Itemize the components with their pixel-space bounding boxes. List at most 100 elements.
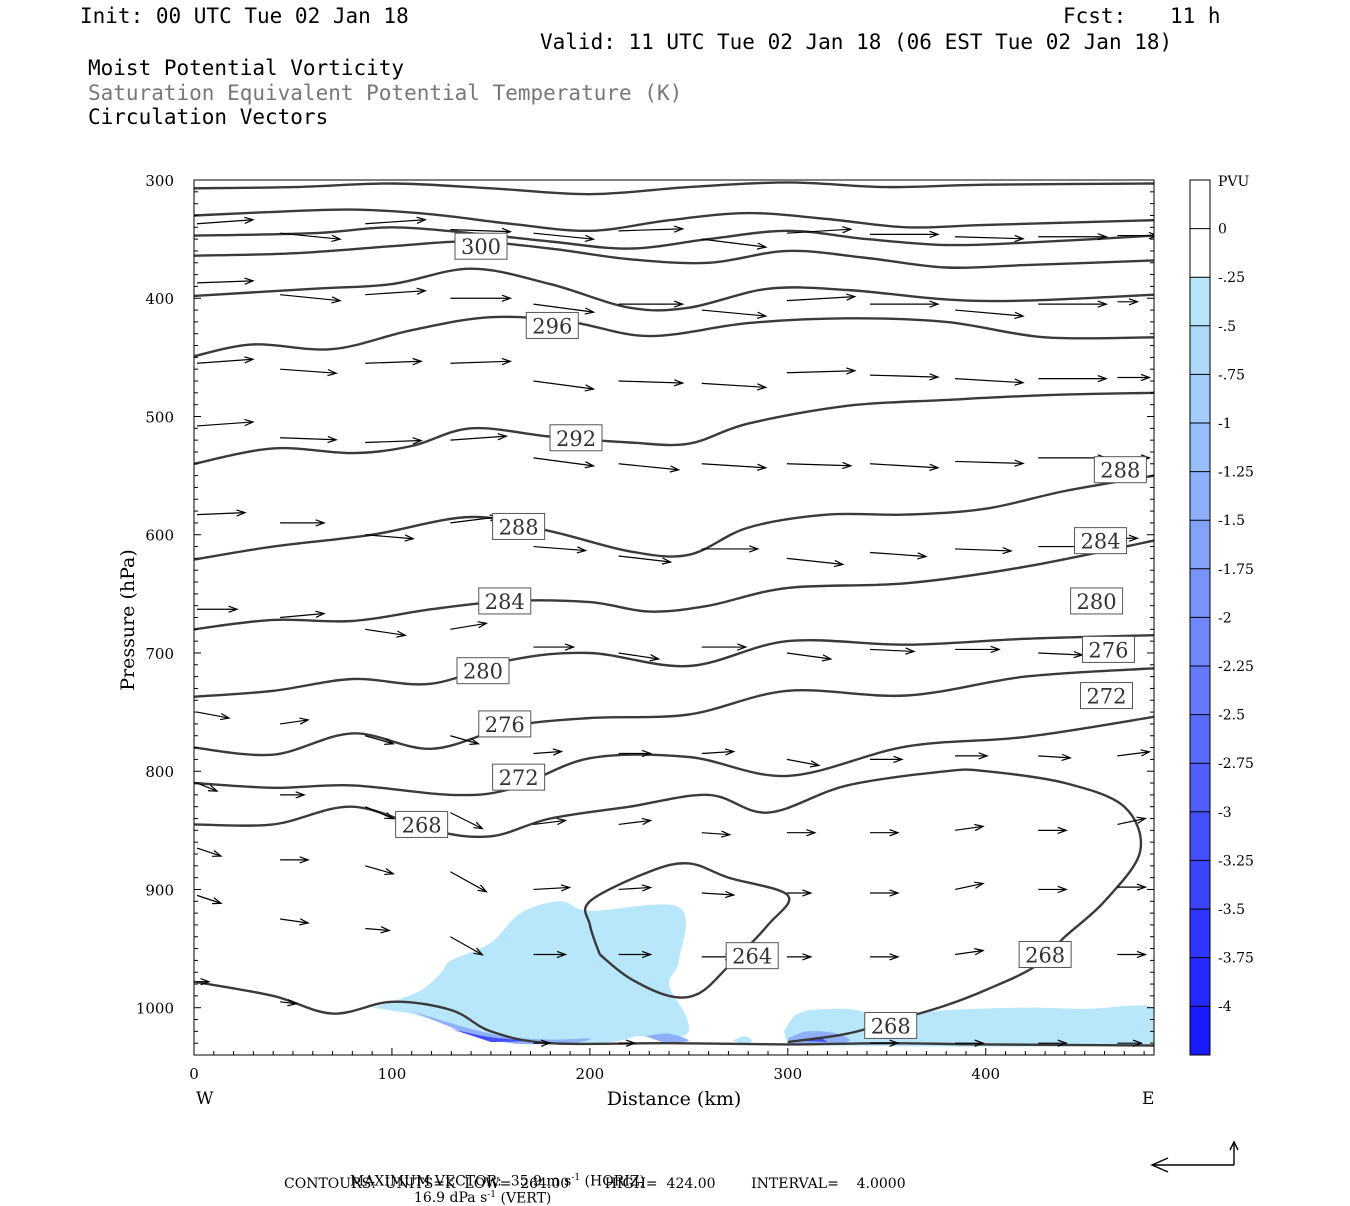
theta-contour-296 [194,315,1154,358]
x-tick-label: 400 [971,1065,1000,1083]
circulation-vector [1038,826,1068,834]
circulation-vector [869,300,940,308]
circulation-vector [365,735,395,745]
circulation-vector [533,380,596,392]
contour-label-box [478,710,532,738]
theta-contour-300 [194,240,1154,270]
valid-time: Valid: 11 UTC Tue 02 Jan 18 (06 EST Tue … [540,30,1173,54]
pv-colorbar: 0 -.25 -.5 -.75 -1 -1.25 -1.5 -1.75 -2 -2.25 -2.5 -… [1189,179,1254,1056]
circulation-vector [955,378,1025,386]
circulation-vector [196,894,223,905]
circulation-vector [450,735,481,745]
circulation-vector [196,782,219,792]
circulation-vector [955,459,1025,467]
circulation-vector [533,232,596,243]
colorbar-segment [1190,763,1210,812]
colorbar-label: -.75 [1218,367,1245,383]
colorbar-label: -1.75 [1218,562,1254,578]
circulation-vector [1117,749,1152,757]
circulation-vector [618,817,653,826]
circulation-vector [701,830,732,838]
colorbar-label: -2.5 [1218,708,1245,724]
contour-label-text: 288 [1100,459,1140,483]
colorbar-segment [1190,568,1210,618]
y-axis-title: Pressure (hPa) [117,549,139,691]
circulation-vector [701,382,768,391]
theta-contour-268 [194,768,1143,1044]
colorbar-label: -.25 [1218,270,1245,286]
circulation-vector [450,433,509,441]
circulation-vector [786,293,857,302]
colorbar-label: -3 [1218,805,1232,821]
theta-contour-296 [194,267,1154,312]
max-vector-horiz-unit: (HORIZ) [580,1173,645,1190]
circulation-vector [280,368,338,377]
circulation-vector [786,829,817,837]
contour-label-box [864,1011,918,1039]
x-axis-title: Distance (km) [607,1088,742,1110]
contour-label-box [454,232,508,260]
circulation-vector [280,856,310,864]
circulation-vector [1038,650,1084,659]
circulation-vector [533,950,568,959]
colorbar-label: 0 [1218,222,1227,238]
circulation-vector [365,534,415,542]
circulation-vector [869,373,940,381]
circulation-vector [618,463,681,473]
max-vector-horiz: MAXIMUM VECTOR: 35.9 m s [349,1173,572,1190]
forecast-hours: 11 h [1170,4,1221,28]
circulation-vector [955,645,1001,654]
theta-contour-264 [583,862,791,999]
theta-contour-292 [194,391,1154,465]
circulation-vector [280,717,310,725]
circulation-vector [618,555,673,565]
circulation-vector [1038,300,1108,308]
colorbar-label: -2.75 [1218,756,1254,772]
theta-contour-300 [194,226,1154,250]
contour-label-box [725,942,779,970]
circulation-vector [196,847,223,857]
max-vector-vert-exp: -1 [487,1189,497,1200]
circulation-vector [533,884,572,892]
circulation-vector [786,461,853,470]
contour-label-box [1093,456,1147,484]
circulation-vector [869,1039,900,1047]
y-tick-label: 500 [145,408,174,426]
colorbar-label: -2.25 [1218,659,1254,675]
circulation-vector [533,1039,552,1047]
circulation-vector [786,557,845,568]
maximum-vector-line: MAXIMUM VECTOR: 35.9 m s-1 (HORIZ) 16.9 … [341,1157,645,1206]
circulation-vector [869,889,900,897]
colorbar-label: -1.25 [1218,465,1254,481]
x-tick-label: 200 [576,1065,605,1083]
circulation-vector [869,953,900,961]
reference-vector-icon [1150,1140,1239,1173]
contour-label-text: 300 [461,235,501,259]
max-vector-horiz-exp: -1 [571,1173,581,1183]
colorbar-segment [1190,520,1210,569]
contour-label-box [478,587,532,615]
colorbar-label: -.5 [1218,319,1236,335]
colorbar-segment [1190,957,1210,1007]
circulation-vector [701,545,760,553]
contour-label-box [1070,587,1124,615]
circulation-vector [365,865,395,876]
circulation-vector [365,437,423,445]
pv-shade-region [645,1033,689,1044]
circulation-vector [1038,233,1108,241]
circulation-vector [869,755,904,764]
circulation-vector [280,232,342,243]
circulation-vector [955,1039,985,1047]
circulation-vector [701,643,748,651]
circulation-vector [1038,374,1108,383]
contour-label-text: 272 [1086,685,1126,709]
circulation-vector [533,817,568,826]
circulation-vector [365,926,391,934]
colorbar-segment [1190,666,1210,715]
axis-ticks: 0 100 200 300 400 300 400 500 600 700 800 900 1000 [136,172,1154,1083]
circulation-vector [280,294,342,304]
colorbar-unit: PVU [1218,174,1250,190]
colorbar-segment [1190,423,1210,472]
contour-label-box [525,311,579,339]
